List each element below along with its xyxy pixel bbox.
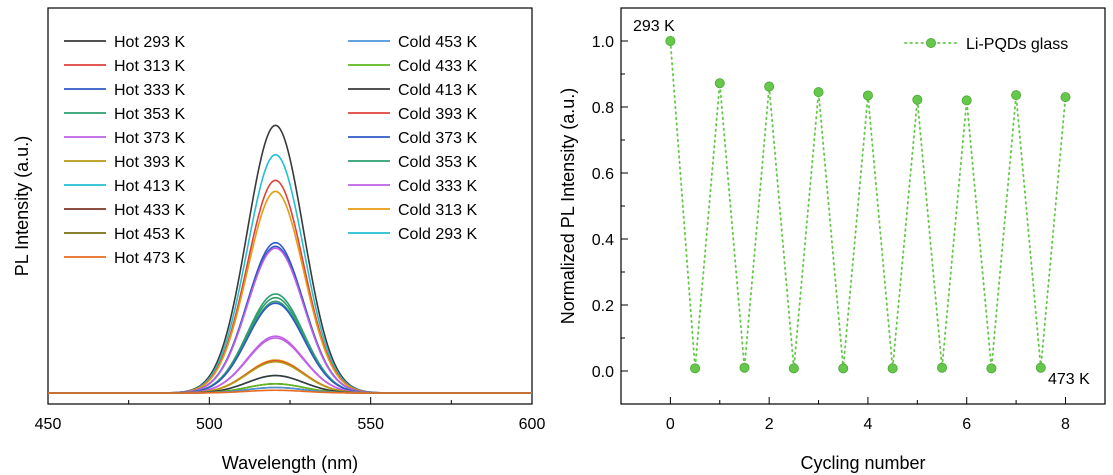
spectra-curves (48, 124, 532, 394)
legend-item-left: Cold 413 K (348, 82, 477, 99)
cycling-point (961, 95, 972, 106)
legend-label: Hot 433 K (114, 202, 185, 219)
cycling-point (1011, 90, 1022, 101)
cycling-point (764, 81, 775, 92)
x-tick-label-right: 6 (962, 416, 971, 433)
cycling-point (690, 363, 701, 374)
cycling-point (813, 87, 824, 98)
legend-item-left: Cold 293 K (348, 226, 477, 243)
legend-label: Hot 453 K (114, 226, 185, 243)
cycling-point (887, 363, 898, 374)
legend-item-left: Cold 333 K (348, 178, 477, 195)
cycling-point (739, 362, 750, 373)
x-tick-label-right: 2 (765, 416, 774, 433)
x-tick-label-left: 450 (35, 416, 62, 433)
cycling-point (912, 94, 923, 105)
legend-label: Cold 413 K (398, 82, 477, 99)
cycling-point (1035, 362, 1046, 373)
cycling-point (838, 363, 849, 374)
legend-label: Cold 433 K (398, 58, 477, 75)
legend-item-left: Cold 373 K (348, 130, 477, 147)
legend-item-left: Hot 473 K (64, 250, 185, 267)
pl-spectra-panel: 450 500 550 600 Hot 293 K Hot 313 K Hot 333 K… (12, 7, 546, 473)
legend-label: Hot 473 K (114, 250, 185, 267)
legend-item-left: Hot 413 K (64, 178, 185, 195)
y-axis-label-right: Normalized PL Intensity (a.u.) (558, 88, 578, 324)
legend-item-left: Hot 293 K (64, 34, 185, 51)
annotation-473k: 473 K (1048, 371, 1090, 388)
x-tick-label-left: 550 (357, 416, 384, 433)
x-axis-ticks-left: 450 500 550 600 (35, 397, 546, 433)
legend-item-left: Hot 453 K (64, 226, 185, 243)
y-tick-label-right: 0.8 (592, 100, 614, 117)
axis-ticks-right: 0 2 4 6 8 0.0 0.2 0.4 0.6 0.8 1.0 (592, 34, 1070, 433)
legend-item-left: Hot 313 K (64, 58, 185, 75)
legend-label: Hot 293 K (114, 34, 185, 51)
legend-item-left: Cold 453 K (348, 34, 477, 51)
legend-item-left: Hot 393 K (64, 154, 185, 171)
legend-label: Hot 313 K (114, 58, 185, 75)
x-axis-label-left: Wavelength (nm) (222, 453, 358, 473)
x-tick-label-right: 8 (1061, 416, 1070, 433)
y-tick-label-right: 0.4 (592, 232, 614, 249)
spectrum-curve (48, 389, 532, 394)
cycling-point (788, 363, 799, 374)
x-tick-label-right: 0 (666, 416, 675, 433)
x-tick-label-left: 500 (196, 416, 223, 433)
legend-label: Hot 413 K (114, 178, 185, 195)
y-tick-label-right: 1.0 (592, 34, 614, 51)
legend-item-left: Cold 433 K (348, 58, 477, 75)
y-axis-label-left: PL Intensity (a.u.) (12, 136, 32, 276)
legend-item-left: Cold 313 K (348, 202, 477, 219)
x-tick-label-right: 4 (863, 416, 872, 433)
spectrum-curve (48, 302, 532, 394)
y-tick-label-right: 0.6 (592, 166, 614, 183)
cycling-point (986, 363, 997, 374)
y-tick-label-right: 0.2 (592, 298, 614, 315)
legend-label: Cold 293 K (398, 226, 477, 243)
legend-item-left: Cold 393 K (348, 106, 477, 123)
x-tick-label-left: 600 (519, 416, 546, 433)
legend-label: Hot 353 K (114, 106, 185, 123)
spectrum-curve (48, 190, 532, 394)
legend-left: Hot 293 K Hot 313 K Hot 333 K Hot 353 K Hot … (64, 34, 477, 267)
cycling-point (1060, 92, 1071, 103)
cycling-series (665, 36, 1071, 374)
legend-label: Cold 453 K (398, 34, 477, 51)
cycling-point (937, 362, 948, 373)
cycling-line (669, 40, 1067, 369)
spectrum-curve (48, 247, 532, 394)
legend-right: Li-PQDs glass (904, 36, 1068, 53)
legend-item-left: Hot 433 K (64, 202, 185, 219)
cycling-point (862, 90, 873, 101)
cycling-point (714, 78, 725, 89)
annotation-293k: 293 K (633, 18, 675, 35)
legend-label-right: Li-PQDs glass (966, 36, 1068, 53)
legend-label: Cold 393 K (398, 106, 477, 123)
x-axis-label-right: Cycling number (800, 453, 925, 473)
legend-label: Hot 333 K (114, 82, 185, 99)
legend-label: Cold 313 K (398, 202, 477, 219)
legend-item-left: Hot 333 K (64, 82, 185, 99)
legend-label: Cold 333 K (398, 178, 477, 195)
legend-item-left: Hot 353 K (64, 106, 185, 123)
cycling-point (665, 36, 676, 47)
legend-item-left: Hot 373 K (64, 130, 185, 147)
cycling-panel: 0 2 4 6 8 0.0 0.2 0.4 0.6 0.8 1.0 Li-PQDs glass 29… (558, 7, 1106, 473)
legend-item-left: Cold 353 K (348, 154, 477, 171)
legend-swatch-marker (926, 38, 937, 49)
y-tick-label-right: 0.0 (592, 364, 614, 381)
legend-label: Hot 393 K (114, 154, 185, 171)
legend-label: Cold 373 K (398, 130, 477, 147)
legend-label: Cold 353 K (398, 154, 477, 171)
legend-label: Hot 373 K (114, 130, 185, 147)
